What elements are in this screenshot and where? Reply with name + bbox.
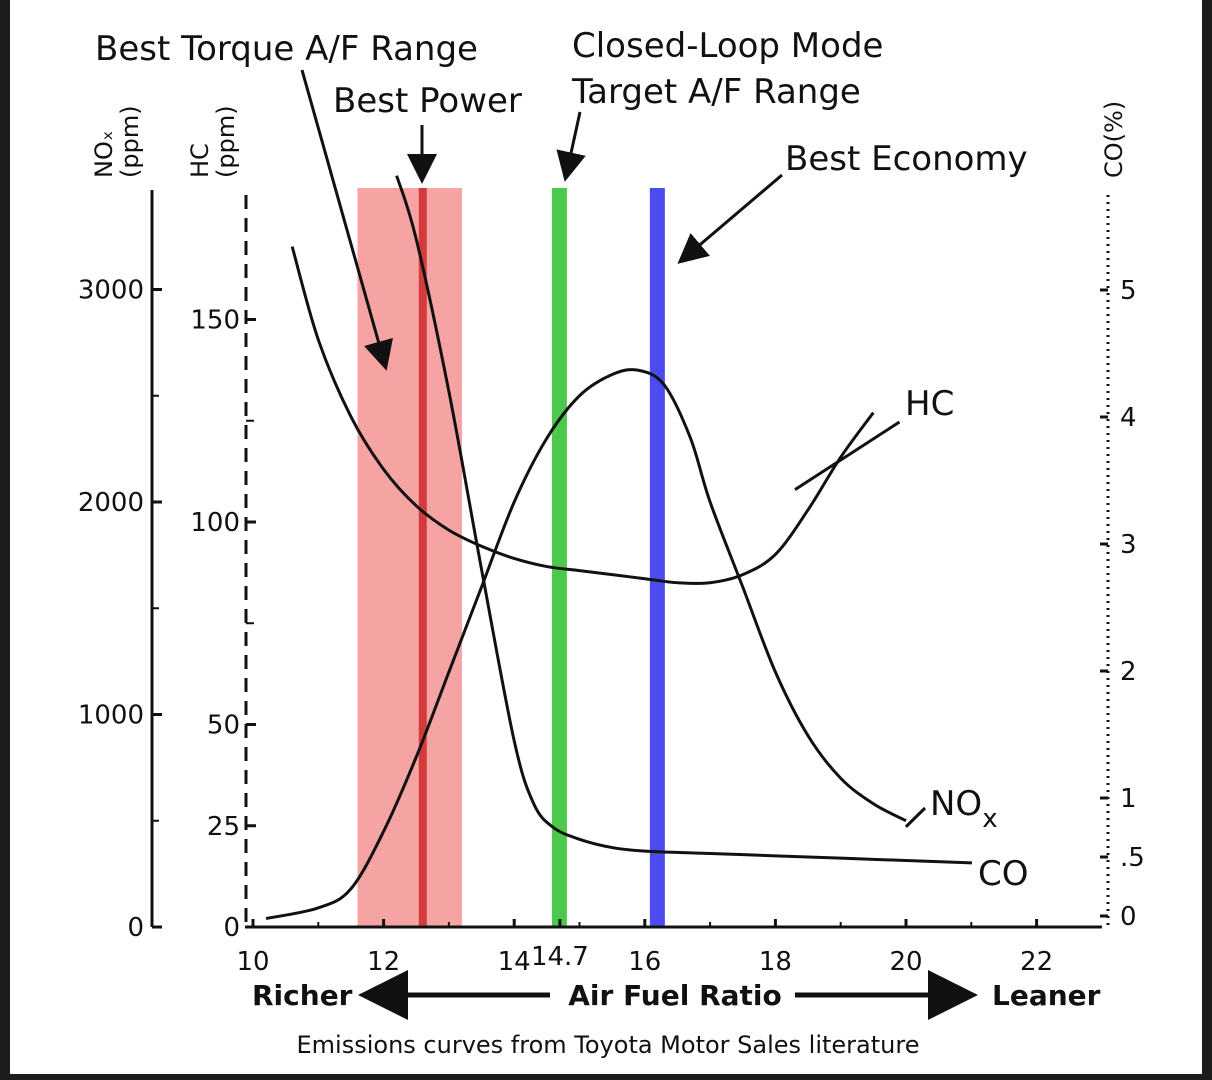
- hc-series-label: HC: [905, 384, 954, 424]
- x-tick-label: 14.7: [531, 942, 589, 972]
- richer-label: Richer: [252, 979, 353, 1012]
- best-economy-arrow: [677, 173, 783, 264]
- hc-axis-label-main: HC: [186, 143, 214, 178]
- best-power-label: Best Power: [333, 81, 522, 121]
- best-torque-band: [357, 188, 462, 927]
- x-tick-label: 12: [367, 947, 400, 977]
- co-series-label: CO: [978, 854, 1029, 894]
- nox-axis-label-main: NOₓ: [90, 131, 118, 179]
- x-tick-label: 10: [236, 947, 269, 977]
- best-economy-line: [649, 188, 665, 927]
- hc-tick-label: 150: [190, 306, 240, 336]
- co-curve: [395, 175, 972, 865]
- co-tick-label: 1: [1120, 784, 1137, 814]
- x-axis-label: Air Fuel Ratio: [568, 979, 782, 1012]
- nox-curve: [265, 368, 907, 920]
- nox-axis-label-unit: (ppm): [116, 105, 144, 178]
- hc-tick-label: 0: [223, 913, 240, 943]
- hc-tick-label: 100: [190, 508, 240, 538]
- nox-axis-label: NOₓ(ppm): [90, 105, 144, 178]
- closed-loop-label-1: Closed-Loop Mode: [572, 26, 883, 66]
- x-tick-label: 18: [759, 947, 792, 977]
- chart-caption: Emissions curves from Toyota Motor Sales…: [297, 1031, 920, 1059]
- x-tick-label: 14: [498, 947, 531, 977]
- nox-tick-label: 2000: [78, 488, 144, 518]
- leaner-label: Leaner: [992, 979, 1101, 1012]
- nox-tick-label: 1000: [78, 701, 144, 731]
- co-tick-label: 5: [1120, 276, 1137, 306]
- chart-svg: 10 12 14 14.7 16 18 20 220100020003000NOₓ(ppm)0…: [78, 26, 1145, 1059]
- closed-loop-label-2: Target A/F Range: [571, 72, 861, 112]
- closed-loop-arrow: [556, 111, 586, 182]
- hc-axis-label-unit: (ppm): [212, 105, 240, 178]
- best-torque-label: Best Torque A/F Range: [95, 29, 478, 69]
- x-tick-label: 16: [628, 947, 661, 977]
- hc-curve: [290, 246, 875, 586]
- hc-tick-label: 50: [207, 711, 240, 741]
- nox-tick-label: 3000: [78, 276, 144, 306]
- hc-axis-label: HC(ppm): [186, 105, 240, 178]
- nox-tick-label: 0: [127, 913, 144, 943]
- x-tick-label: 22: [1020, 947, 1053, 977]
- nox-series-label-main: NO: [930, 784, 982, 824]
- nox-series-label-sub: x: [982, 804, 997, 834]
- co-tick-label: 3: [1120, 530, 1137, 560]
- best-power-line: [418, 188, 427, 927]
- co-axis-label: CO(%): [1100, 101, 1128, 178]
- nox-series-label: NOx: [930, 784, 998, 834]
- co-tick-label: .5: [1120, 843, 1145, 873]
- co-tick-label: 4: [1120, 403, 1137, 433]
- x-tick-label: 20: [889, 947, 922, 977]
- hc-tick-label: 25: [207, 812, 240, 842]
- co-tick-label: 0: [1120, 902, 1137, 932]
- closed-loop-line: [551, 188, 567, 927]
- co-tick-label: 2: [1120, 657, 1137, 687]
- best-economy-label: Best Economy: [785, 139, 1028, 179]
- nox-leader-line: [904, 806, 927, 828]
- best-torque-arrow: [300, 69, 393, 371]
- hc-leader-line: [794, 420, 901, 491]
